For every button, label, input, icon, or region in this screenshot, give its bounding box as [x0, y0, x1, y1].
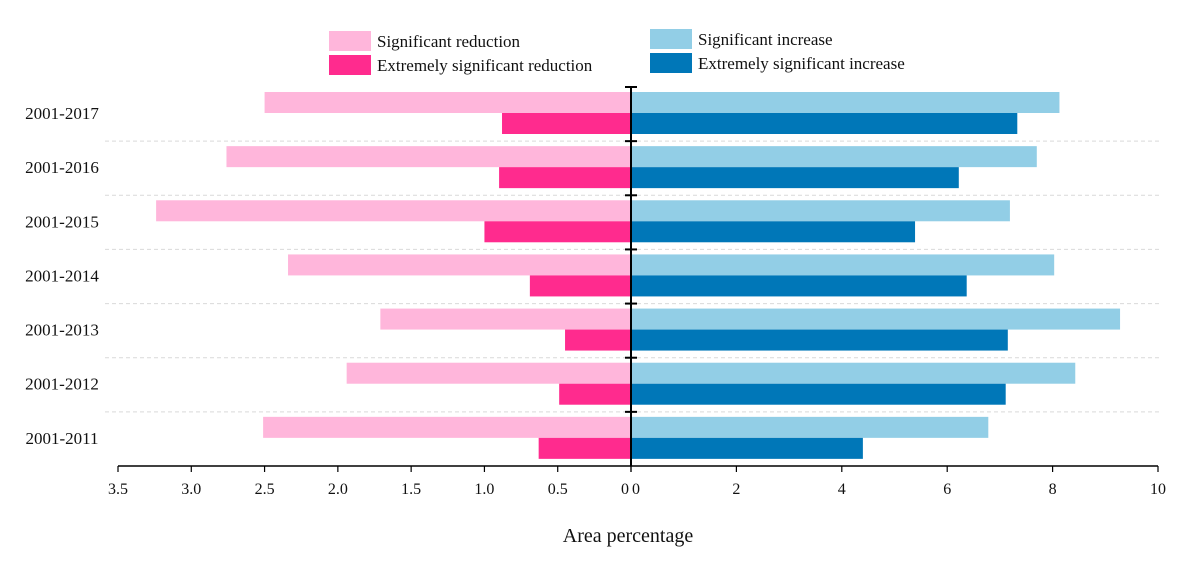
bar-significant-reduction [346, 362, 631, 384]
legend-swatch-significant-increase [650, 29, 692, 49]
legend-label-significant-increase: Significant increase [698, 30, 833, 49]
bar-significant-increase [631, 146, 1037, 168]
bars [156, 92, 1121, 459]
bar-significant-reduction [380, 308, 631, 330]
bar-extremely-significant-increase [631, 329, 1008, 351]
x-tick-label: 1.5 [401, 481, 421, 498]
bar-significant-increase [631, 308, 1121, 330]
x-axis-label: Area percentage [563, 525, 694, 547]
x-tick-label: 2.5 [255, 481, 275, 498]
category-label: 2001-2015 [25, 212, 99, 231]
x-tick-label: 4 [838, 481, 846, 498]
x-tick-label: 3.0 [181, 481, 201, 498]
x-tick-label: 6 [943, 481, 951, 498]
bar-extremely-significant-reduction [565, 329, 631, 351]
category-labels: 2001-2017 2001-2016 2001-2015 2001-2014 2001… [25, 104, 99, 448]
legend-label-extremely-significant-increase: Extremely significant increase [698, 54, 905, 73]
axes: 3.5 3.0 2.5 2.0 1.5 1.0 0.5 0 0 2 4 6 8 10 [108, 86, 1166, 498]
bar-extremely-significant-increase [631, 113, 1018, 134]
bar-significant-reduction [288, 254, 631, 276]
bar-significant-increase [631, 92, 1060, 113]
x-tick-label: 0 [632, 481, 640, 498]
bar-extremely-significant-reduction [529, 275, 631, 297]
bar-significant-increase [631, 362, 1076, 384]
category-label: 2001-2013 [25, 321, 99, 340]
bar-significant-increase [631, 416, 989, 438]
bar-significant-increase [631, 254, 1055, 276]
category-label: 2001-2016 [25, 158, 99, 177]
bar-extremely-significant-increase [631, 275, 967, 297]
legend-swatch-extremely-significant-increase [650, 53, 692, 73]
bar-extremely-significant-reduction [484, 221, 631, 243]
bar-extremely-significant-reduction [502, 113, 631, 134]
bar-extremely-significant-increase [631, 221, 916, 243]
bar-extremely-significant-reduction [559, 383, 631, 405]
x-tick-label: 2.0 [328, 481, 348, 498]
bar-significant-reduction [263, 416, 631, 438]
bar-extremely-significant-increase [631, 167, 959, 189]
category-label: 2001-2017 [25, 104, 99, 123]
bar-extremely-significant-reduction [538, 437, 631, 459]
bar-significant-reduction [264, 92, 631, 113]
bar-significant-reduction [226, 146, 631, 168]
category-label: 2001-2014 [25, 266, 99, 285]
x-tick-label: 0.5 [548, 481, 568, 498]
category-label: 2001-2012 [25, 375, 99, 394]
legend-label-extremely-significant-reduction: Extremely significant reduction [377, 56, 593, 75]
category-label: 2001-2011 [25, 429, 98, 448]
x-tick-label: 8 [1049, 481, 1057, 498]
bar-significant-reduction [156, 200, 631, 222]
x-tick-label: 0 [621, 481, 629, 498]
bar-significant-increase [631, 200, 1010, 222]
legend-label-significant-reduction: Significant reduction [377, 32, 521, 51]
bar-extremely-significant-reduction [499, 167, 631, 189]
x-tick-label: 3.5 [108, 481, 128, 498]
legend-swatch-significant-reduction [329, 31, 371, 51]
x-tick-label: 1.0 [474, 481, 494, 498]
legend-swatch-extremely-significant-reduction [329, 55, 371, 75]
x-tick-label: 10 [1150, 481, 1166, 498]
x-tick-label: 2 [732, 481, 740, 498]
legend: Significant reduction Extremely significa… [329, 29, 905, 75]
bar-extremely-significant-increase [631, 437, 863, 459]
bar-extremely-significant-increase [631, 383, 1006, 405]
